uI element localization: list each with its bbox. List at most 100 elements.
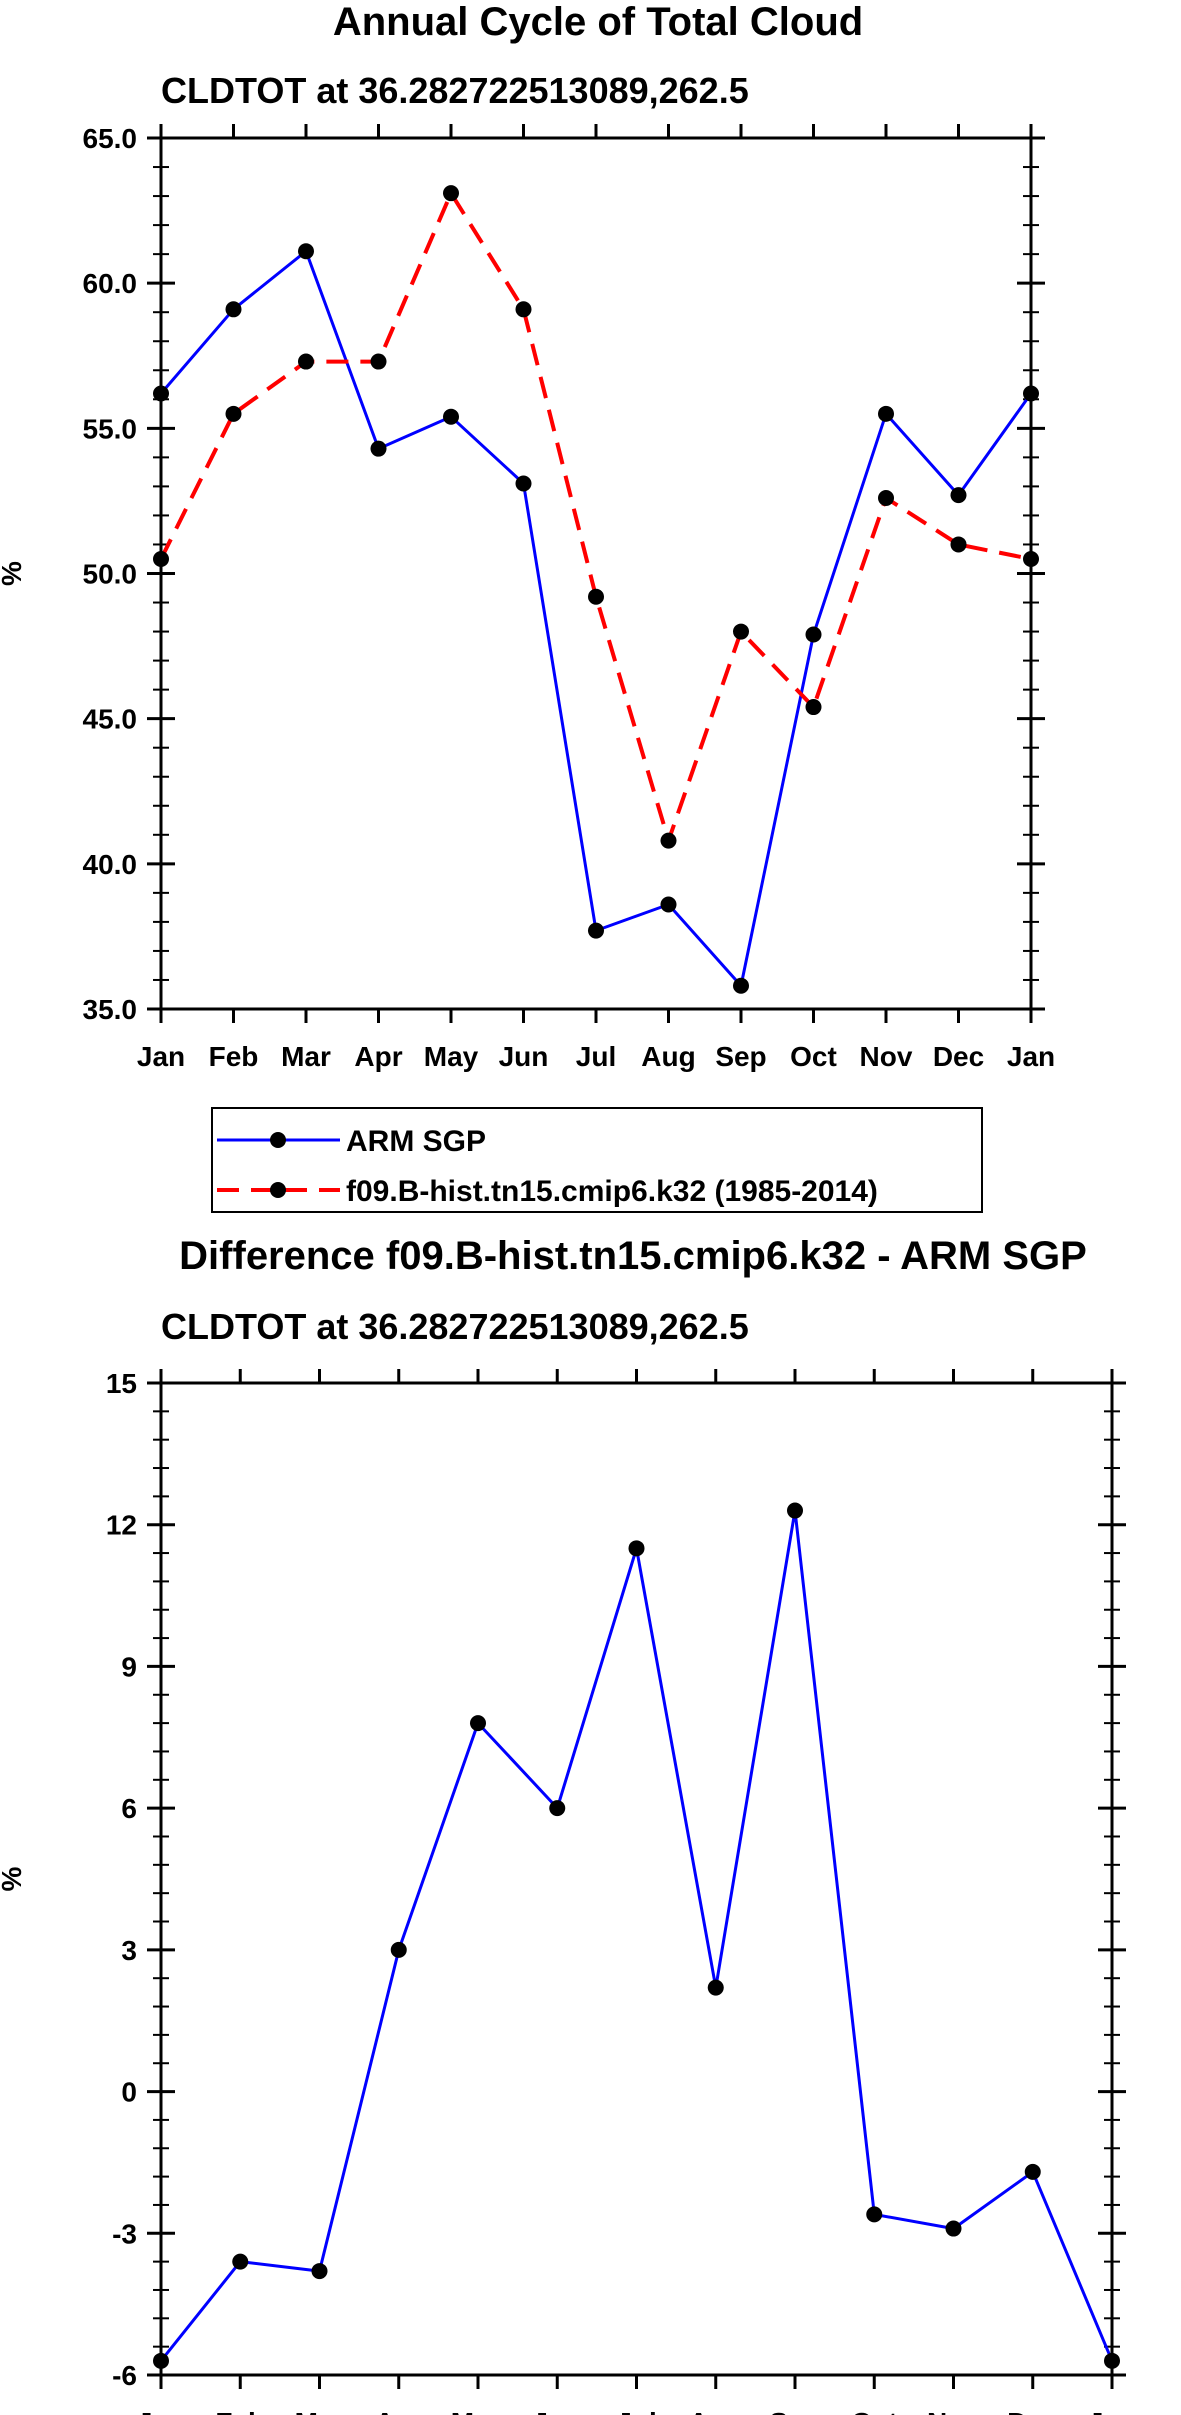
y-tick-label: 50.0	[83, 559, 138, 590]
main-title: Annual Cycle of Total Cloud	[333, 0, 863, 44]
legend-label-model: f09.B-hist.tn15.cmip6.k32 (1985-2014)	[346, 1175, 878, 1208]
x-tick-label: Jan	[1088, 2407, 1136, 2415]
y-tick-label: -3	[112, 2218, 137, 2249]
y-tick-label: 40.0	[83, 849, 138, 880]
data-point	[628, 1540, 645, 1557]
data-point	[950, 487, 967, 504]
data-point	[733, 977, 749, 994]
data-point	[225, 301, 242, 318]
data-point	[805, 626, 822, 643]
x-tick-label: Nov	[860, 1041, 913, 1072]
legend-marker-model	[270, 1182, 286, 1198]
data-point	[733, 623, 749, 640]
x-tick-label: Apr	[354, 1041, 402, 1072]
data-point	[443, 185, 459, 202]
data-point	[370, 353, 387, 370]
data-point	[153, 550, 169, 567]
data-point	[515, 301, 532, 318]
data-point	[950, 536, 967, 553]
y-tick-label: 65.0	[83, 123, 138, 154]
x-tick-label: Dec	[1007, 2407, 1058, 2415]
legend-marker-obs	[270, 1132, 286, 1148]
data-point	[298, 243, 314, 260]
data-point	[515, 475, 532, 492]
y-tick-label: 55.0	[83, 413, 138, 444]
y-tick-label: 6	[121, 1793, 137, 1824]
data-point	[549, 1800, 566, 1817]
x-tick-label: Feb	[215, 2407, 265, 2415]
series-line-0	[159, 1509, 1114, 2362]
bottom-chart-subtitle: CLDTOT at 36.282722513089,262.5	[161, 1306, 749, 1347]
data-point	[1023, 550, 1039, 567]
data-point	[225, 405, 242, 422]
x-tick-label: Feb	[209, 1041, 259, 1072]
x-tick-label: Sep	[715, 1041, 766, 1072]
data-point	[390, 1941, 407, 1958]
bottom-chart: Jan Feb Mar Apr May Jun Jul Aug Sep Oct Nov Dec Jan -…	[0, 1368, 1136, 2415]
data-point	[805, 699, 822, 716]
y-tick-label: 60.0	[83, 268, 138, 299]
data-point	[311, 2263, 328, 2280]
plot-frame	[159, 1381, 1114, 2377]
x-tick-label: Oct	[790, 1041, 837, 1072]
y-tick-label: 0	[121, 2077, 137, 2108]
x-tick-label: May	[424, 1041, 479, 1072]
y-tick-label: 3	[121, 1935, 137, 1966]
series-line-0	[159, 249, 1033, 988]
legend-box	[211, 1107, 983, 1213]
data-point	[588, 588, 604, 605]
data-point	[153, 385, 169, 402]
y-tick-label: 35.0	[83, 994, 138, 1025]
data-point	[707, 1979, 724, 1996]
y-axis-label: %	[0, 1866, 27, 1891]
data-point	[1024, 2163, 1041, 2180]
data-point	[232, 2253, 249, 2270]
data-point	[470, 1715, 486, 1732]
y-tick-label: 45.0	[83, 704, 138, 735]
data-point	[787, 1502, 803, 1519]
x-tick-label: May	[451, 2407, 506, 2415]
top-chart-subtitle: CLDTOT at 36.282722513089,262.5	[161, 70, 749, 111]
x-tick-label: Sep	[769, 2407, 820, 2415]
legend-label-obs: ARM SGP	[346, 1125, 486, 1158]
x-tick-label: Oct	[851, 2407, 898, 2415]
x-tick-label: Jun	[532, 2407, 582, 2415]
y-tick-label: 9	[121, 1651, 137, 1682]
data-point	[298, 353, 314, 370]
legend: ARM SGP f09.B-hist.tn15.cmip6.k32 (1985-…	[211, 1107, 983, 1213]
difference-title: Difference f09.B-hist.tn15.cmip6.k32 - A…	[179, 1234, 1087, 1278]
x-tick-label: Aug	[689, 2407, 743, 2415]
data-point	[1023, 385, 1039, 402]
x-tick-label: Jul	[576, 1041, 616, 1072]
x-tick-label: Mar	[281, 1041, 331, 1072]
series-line-1	[159, 191, 1032, 843]
x-tick-label: Aug	[641, 1041, 695, 1072]
data-point	[878, 490, 894, 507]
data-point	[370, 440, 387, 457]
x-tick-label: Mar	[295, 2407, 345, 2415]
x-tick-label: Jan	[1007, 1041, 1055, 1072]
data-point	[588, 922, 604, 939]
x-tick-label: Nov	[927, 2407, 980, 2415]
x-tick-label: Jan	[137, 2407, 185, 2415]
data-point	[945, 2220, 962, 2237]
data-point	[443, 408, 459, 425]
data-point	[866, 2206, 883, 2223]
plot-frame	[159, 136, 1033, 1011]
x-tick-label: Dec	[933, 1041, 984, 1072]
x-tick-label: Jul	[616, 2407, 656, 2415]
data-point	[660, 832, 677, 849]
data-point	[878, 405, 894, 422]
top-chart: Jan Feb Mar Apr May Jun Jul Aug Sep Oct Nov Dec Jan 3…	[0, 123, 1055, 1072]
x-tick-label: Jun	[499, 1041, 549, 1072]
x-tick-label: Apr	[375, 2407, 423, 2415]
data-point	[153, 2352, 169, 2369]
data-point	[1104, 2352, 1120, 2369]
y-tick-label: -6	[112, 2360, 137, 2391]
x-tick-label: Jan	[137, 1041, 185, 1072]
y-tick-label: 12	[106, 1510, 137, 1541]
y-tick-label: 15	[106, 1368, 137, 1399]
y-axis-label: %	[0, 561, 27, 586]
data-point	[660, 896, 677, 913]
